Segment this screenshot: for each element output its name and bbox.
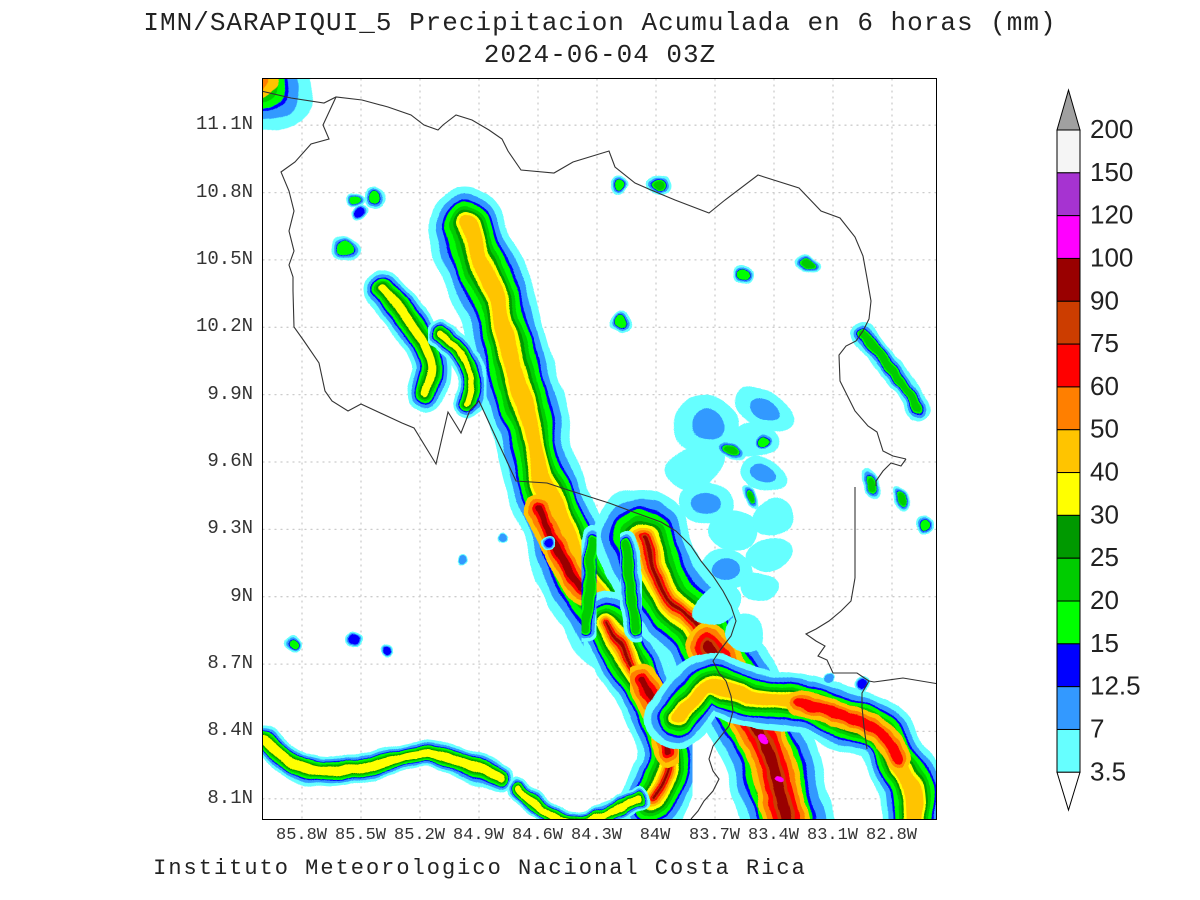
svg-text:200: 200: [1090, 114, 1133, 144]
svg-text:120: 120: [1090, 200, 1133, 230]
svg-text:12.5: 12.5: [1090, 671, 1141, 701]
svg-text:90: 90: [1090, 285, 1119, 315]
svg-text:7: 7: [1090, 713, 1104, 743]
svg-text:30: 30: [1090, 499, 1119, 529]
svg-text:3.5: 3.5: [1090, 756, 1126, 786]
svg-text:150: 150: [1090, 157, 1133, 187]
svg-text:60: 60: [1090, 371, 1119, 401]
svg-text:20: 20: [1090, 585, 1119, 615]
svg-text:15: 15: [1090, 628, 1119, 658]
svg-text:100: 100: [1090, 242, 1133, 272]
svg-text:75: 75: [1090, 328, 1119, 358]
svg-text:40: 40: [1090, 457, 1119, 487]
svg-text:25: 25: [1090, 542, 1119, 572]
svg-text:50: 50: [1090, 414, 1119, 444]
